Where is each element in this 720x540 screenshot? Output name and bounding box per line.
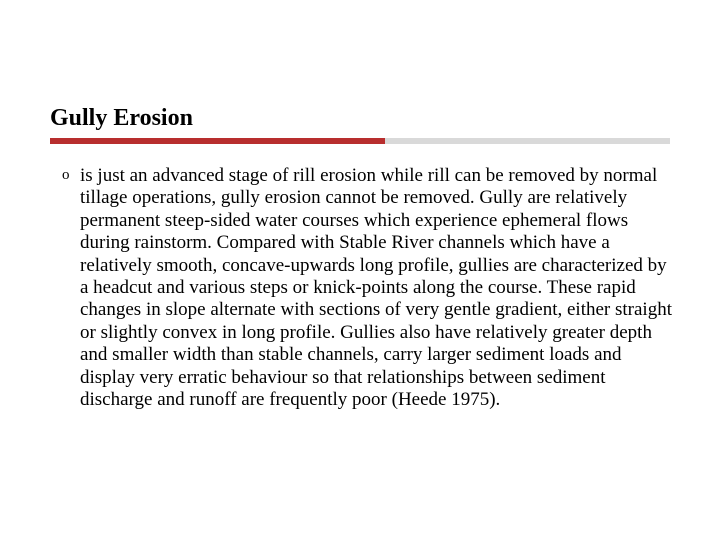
title-area: Gully Erosion <box>50 105 670 144</box>
content-area: o is just an advanced stage of rill eros… <box>50 165 675 411</box>
title-underline <box>50 138 670 144</box>
slide-container: Gully Erosion o is just an advanced stag… <box>0 0 720 540</box>
underline-red-segment <box>50 138 385 144</box>
bullet-body-text: is just an advanced stage of rill erosio… <box>80 165 675 411</box>
bullet-item: o is just an advanced stage of rill eros… <box>50 165 675 411</box>
bullet-marker-icon: o <box>50 165 80 184</box>
underline-gray-segment <box>385 138 670 144</box>
slide-title: Gully Erosion <box>50 105 670 132</box>
